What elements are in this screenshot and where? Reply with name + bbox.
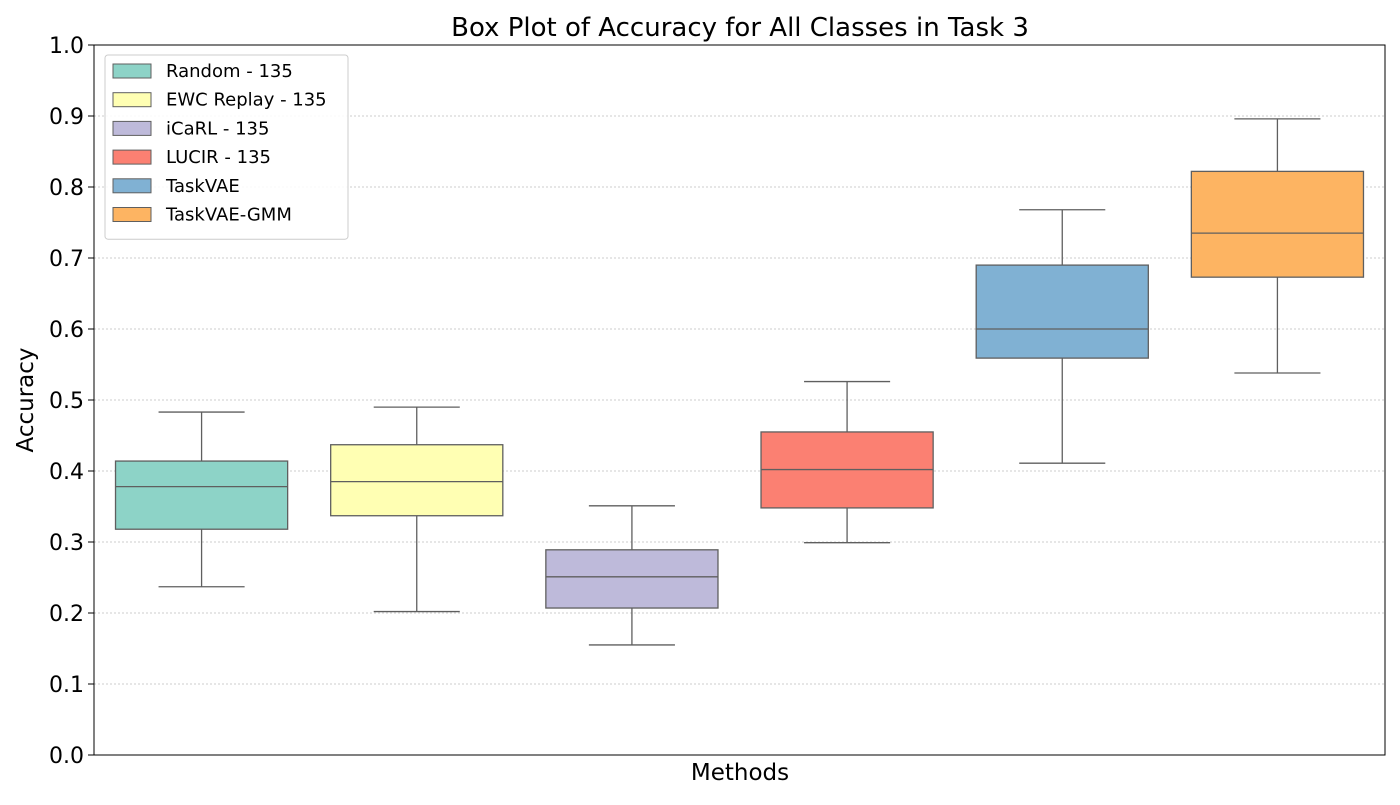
- iqr-box: [975, 264, 1149, 359]
- grid-lines: [94, 115, 1385, 685]
- legend-item: LUCIR - 135: [112, 147, 271, 168]
- y-axis-label: Accuracy: [13, 347, 39, 452]
- legend-item: EWC Replay - 135: [112, 90, 327, 111]
- legend-label: TaskVAE-GMM: [165, 205, 292, 226]
- y-tick-label: 0.9: [49, 105, 84, 130]
- legend-swatch: [112, 178, 152, 194]
- legend-item: TaskVAE-GMM: [112, 205, 292, 226]
- legend: Random - 135 EWC Replay - 135 iCaRL - 135 L…: [104, 54, 349, 240]
- legend-swatch: [112, 207, 152, 222]
- legend-label: TaskVAE: [165, 176, 240, 197]
- y-tick-label: 0.4: [49, 460, 84, 485]
- box-random-135: [114, 411, 289, 588]
- legend-label: iCaRL - 135: [166, 118, 269, 139]
- iqr-box: [114, 460, 289, 530]
- box-ewc-replay-135: [330, 406, 504, 613]
- iqr-box: [330, 444, 504, 517]
- legend-swatch: [112, 63, 152, 79]
- y-tick-label: 0.5: [49, 389, 84, 414]
- iqr-box: [545, 549, 719, 609]
- legend-swatch: [112, 149, 152, 165]
- chart-title: Box Plot of Accuracy for All Classes in …: [451, 13, 1029, 43]
- y-tick-label: 0.8: [49, 176, 84, 201]
- y-tick-label: 0.3: [49, 531, 84, 556]
- y-tick-label: 0.6: [49, 318, 84, 343]
- box-icarl-135: [545, 505, 719, 646]
- legend-label: EWC Replay - 135: [166, 90, 327, 111]
- y-tick-label: 1.0: [49, 34, 84, 59]
- y-tick-label: 0.2: [49, 602, 84, 627]
- legend-swatch: [112, 92, 152, 108]
- box-taskvae-gmm: [1190, 118, 1365, 374]
- box-group: [114, 118, 1365, 646]
- y-tick-label: 0.7: [49, 247, 84, 272]
- legend-item: Random - 135: [112, 61, 293, 82]
- box-lucir-135: [760, 380, 934, 544]
- y-axis-ticks: 0.0 0.1 0.2 0.3 0.4 0.5 0.6 0.7 0.8 0.9 1.0: [49, 34, 94, 769]
- legend-swatch: [112, 120, 152, 136]
- legend-label: Random - 135: [166, 61, 293, 82]
- legend-frame: [104, 54, 349, 240]
- x-axis-label: Methods: [691, 760, 789, 786]
- legend-label: LUCIR - 135: [166, 147, 271, 168]
- box-taskvae: [975, 209, 1149, 464]
- legend-item: TaskVAE: [112, 176, 240, 197]
- y-tick-label: 0.0: [49, 744, 84, 769]
- iqr-box: [1190, 170, 1365, 278]
- legend-item: iCaRL - 135: [112, 118, 269, 139]
- y-tick-label: 0.1: [49, 673, 84, 698]
